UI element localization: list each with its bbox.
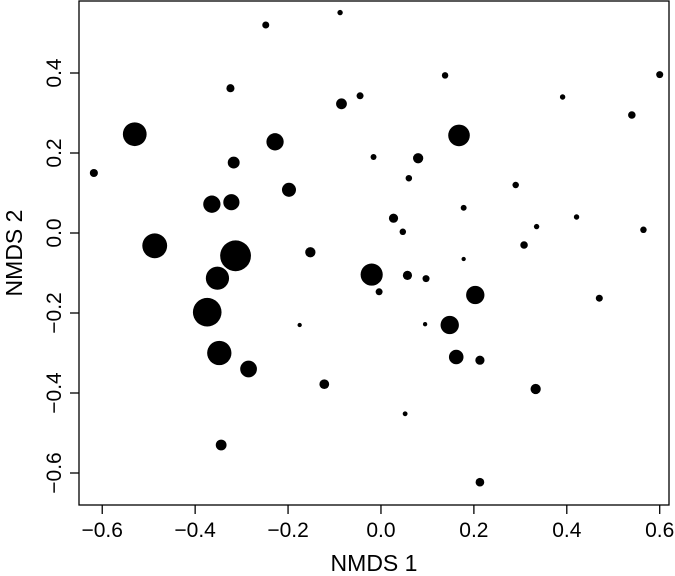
y-tick-label: −0.4 (43, 372, 66, 414)
data-point (89, 168, 98, 178)
data-point (656, 71, 664, 79)
x-tick-label: −0.2 (267, 519, 308, 542)
data-point (220, 240, 251, 272)
y-tick-label: −0.2 (43, 292, 66, 333)
data-point (413, 153, 424, 164)
data-point (441, 72, 449, 79)
data-point (122, 122, 147, 147)
x-axis-title: NMDS 1 (331, 550, 418, 576)
y-axis: −0.6 −0.4 −0.2 0.0 0.2 0.4 (43, 58, 79, 494)
data-point (192, 297, 222, 327)
data-point (520, 241, 528, 249)
data-point (512, 181, 519, 189)
data-point (305, 247, 316, 258)
data-point (240, 360, 257, 378)
data-point (370, 154, 377, 160)
data-point (266, 133, 284, 151)
y-axis-title: NMDS 2 (1, 210, 27, 297)
data-point (226, 84, 235, 93)
x-tick-label: −0.4 (174, 519, 216, 542)
data-point (533, 223, 540, 230)
data-point (388, 213, 399, 223)
data-point (422, 275, 430, 283)
data-point (402, 411, 408, 417)
data-point (360, 263, 383, 286)
data-point (337, 9, 343, 16)
data-point (207, 340, 232, 366)
data-point (227, 156, 240, 169)
data-point (475, 477, 485, 487)
data-point (640, 226, 647, 234)
x-tick-label: 0.6 (645, 519, 674, 542)
data-point (559, 94, 566, 100)
data-point (595, 294, 603, 302)
data-point (475, 355, 485, 365)
data-point (375, 288, 383, 296)
data-point (422, 322, 428, 327)
y-tick-label: 0.0 (43, 218, 66, 247)
data-point (405, 174, 413, 182)
data-point (461, 256, 466, 262)
data-point (399, 228, 407, 236)
data-point (530, 383, 541, 395)
y-tick-label: 0.4 (43, 58, 66, 88)
data-point (203, 195, 221, 213)
data-point (628, 111, 636, 119)
plot-frame (78, 0, 670, 506)
data-point (205, 266, 230, 290)
data-point (336, 98, 347, 110)
y-tick-label: −0.6 (43, 452, 66, 493)
data-point (281, 182, 297, 197)
data-points (89, 9, 664, 487)
x-axis: −0.6 −0.4 −0.2 0.0 0.2 0.4 0.6 (81, 505, 674, 542)
data-point (448, 124, 470, 147)
x-tick-label: 0.0 (366, 519, 395, 542)
data-point (215, 439, 227, 451)
x-tick-label: 0.4 (552, 519, 582, 542)
data-point (223, 194, 240, 211)
data-point (402, 270, 413, 280)
data-point (319, 379, 330, 390)
data-point (466, 285, 485, 305)
data-point (297, 322, 302, 328)
data-point (573, 214, 580, 220)
x-tick-label: −0.6 (81, 519, 122, 542)
data-point (262, 21, 270, 29)
data-point (356, 92, 364, 100)
x-tick-label: 0.2 (459, 519, 488, 542)
data-point (440, 315, 459, 335)
data-point (142, 233, 168, 259)
y-tick-label: 0.2 (43, 138, 66, 167)
data-point (460, 204, 467, 211)
data-point (448, 349, 464, 365)
